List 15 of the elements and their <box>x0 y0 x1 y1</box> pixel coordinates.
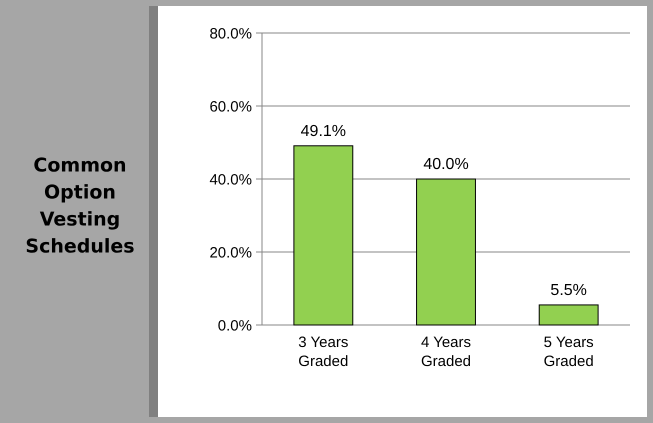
x-tick-label: 3 Years Graded <box>298 334 348 370</box>
bar <box>538 304 599 326</box>
y-tick-label: 80.0% <box>209 25 252 42</box>
y-tick-label: 60.0% <box>209 98 252 116</box>
bar <box>416 178 476 326</box>
y-tick-label: 20.0% <box>209 244 252 262</box>
x-tick-label: 4 Years Graded <box>420 334 472 370</box>
data-label: 40.0% <box>423 156 469 173</box>
data-label: 5.5% <box>550 282 587 299</box>
bar <box>293 145 354 326</box>
y-tick-label: 40.0% <box>209 171 252 188</box>
y-tick-label: 0.0% <box>218 317 252 334</box>
text: Common Option Vesting Schedules <box>25 154 135 258</box>
x-tick-label: 5 Years Graded <box>544 334 594 370</box>
data-label: 49.1% <box>300 122 346 140</box>
